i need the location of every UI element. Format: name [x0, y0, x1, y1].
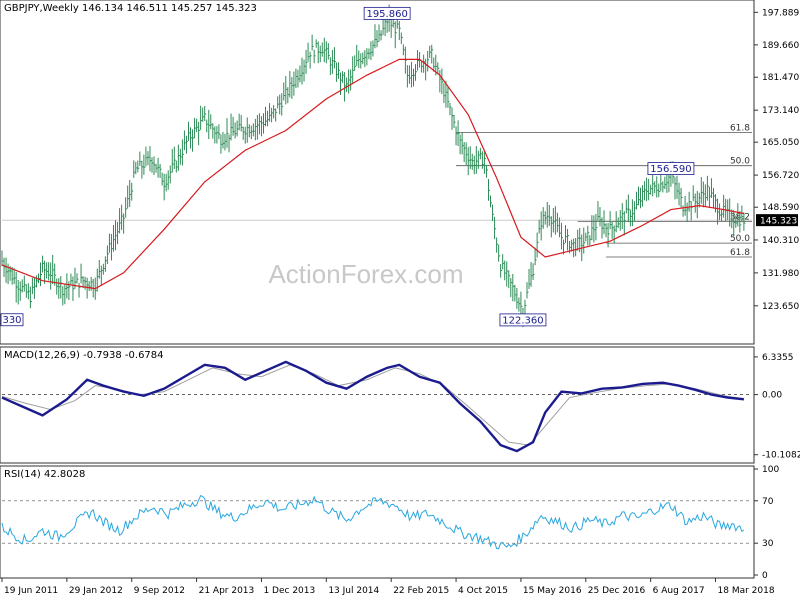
price-panel-frame [0, 0, 755, 345]
time-tick-label: 9 Sep 2012 [134, 586, 185, 596]
price-tick-label: 156.720 [762, 171, 799, 181]
price-tick-label: 173.140 [762, 106, 799, 116]
rsi-panel-frame [0, 465, 755, 579]
macd-header: MACD(12,26,9) -0.7938 -0.6784 [4, 350, 164, 361]
macd-values: -0.7938 -0.6784 [83, 350, 164, 361]
annotation-label-2: 122.360 [502, 315, 543, 326]
macd-title: MACD(12,26,9) [4, 350, 80, 361]
time-tick-label: 29 Jan 2012 [69, 586, 123, 596]
time-tick-label: 15 May 2016 [523, 586, 582, 596]
rsi-line [1, 494, 745, 550]
macd-tick-label: -10.1082 [762, 451, 800, 461]
axis-layer: 197.889 189.660 181.470 173.140 165.050 156.7… [1, 8, 800, 596]
macd-line [1, 360, 745, 453]
price-tick-label: 123.650 [762, 302, 799, 312]
price-tick-label: 189.660 [762, 41, 799, 51]
annotation-box-3 [0, 313, 24, 327]
moving-average-line [1, 58, 745, 290]
annotation-box-1 [647, 162, 695, 175]
fib-label-3: 50.0 [730, 234, 750, 244]
price-tick-label: 165.050 [762, 138, 799, 148]
price-tick-label: 197.889 [762, 8, 799, 18]
annotation-box-0 [363, 6, 411, 20]
symbol-label: GBPJPY,Weekly [4, 3, 79, 14]
macd-signal-line [1, 364, 744, 446]
fib-label-4: 61.8 [730, 248, 750, 258]
annotation-box-2 [499, 313, 547, 327]
time-tick-label: 22 Feb 2015 [393, 586, 449, 596]
current-price-box [756, 214, 798, 227]
rsi-title: RSI(14) [4, 469, 41, 480]
annotation-label-0: 195.860 [366, 9, 407, 20]
time-tick-label: 19 Jun 2011 [4, 586, 58, 596]
time-tick-label: 4 Oct 2015 [458, 586, 508, 596]
time-tick-label: 25 Dec 2016 [588, 586, 646, 596]
chart-header: GBPJPY,Weekly 146.134 146.511 145.257 14… [4, 3, 257, 14]
price-tick-label: 181.470 [762, 73, 799, 83]
rsi-values: 42.8028 [43, 469, 86, 480]
rsi-tick-label: 100 [762, 465, 779, 475]
macd-layer [1, 360, 752, 453]
watermark: ActionForex.com [268, 259, 463, 289]
price-tick-label: 148.590 [762, 203, 799, 213]
price-tick-label: 131.980 [762, 269, 799, 279]
rsi-header: RSI(14) 42.8028 [4, 469, 85, 480]
price-layer: 61.850.038.250.061.8195.860156.590122.36… [0, 4, 752, 328]
price-tick-label: 140.310 [762, 236, 799, 246]
time-tick-label: 13 Jul 2014 [328, 586, 379, 596]
time-tick-label: 21 Apr 2013 [199, 586, 255, 596]
macd-panel-frame [0, 346, 755, 464]
time-tick-label: 6 Aug 2017 [653, 586, 705, 596]
rsi-layer [1, 494, 752, 550]
ohlc-values: 146.134 146.511 145.257 145.323 [81, 3, 257, 14]
macd-tick-label: 6.3355 [762, 353, 794, 363]
current-price-label: 145.323 [760, 217, 797, 227]
rsi-tick-label: 0 [762, 571, 768, 581]
fib-label-1: 50.0 [730, 157, 750, 167]
time-tick-label: 1 Dec 2013 [263, 586, 315, 596]
time-tick-label: 18 Mar 2018 [718, 586, 775, 596]
rsi-tick-label: 30 [762, 539, 774, 549]
rsi-tick-label: 70 [762, 497, 774, 507]
annotation-label-3: 330 [2, 315, 21, 326]
annotation-label-1: 156.590 [650, 164, 691, 175]
macd-tick-label: 0.00 [762, 391, 782, 401]
fib-label-0: 61.8 [730, 123, 750, 133]
